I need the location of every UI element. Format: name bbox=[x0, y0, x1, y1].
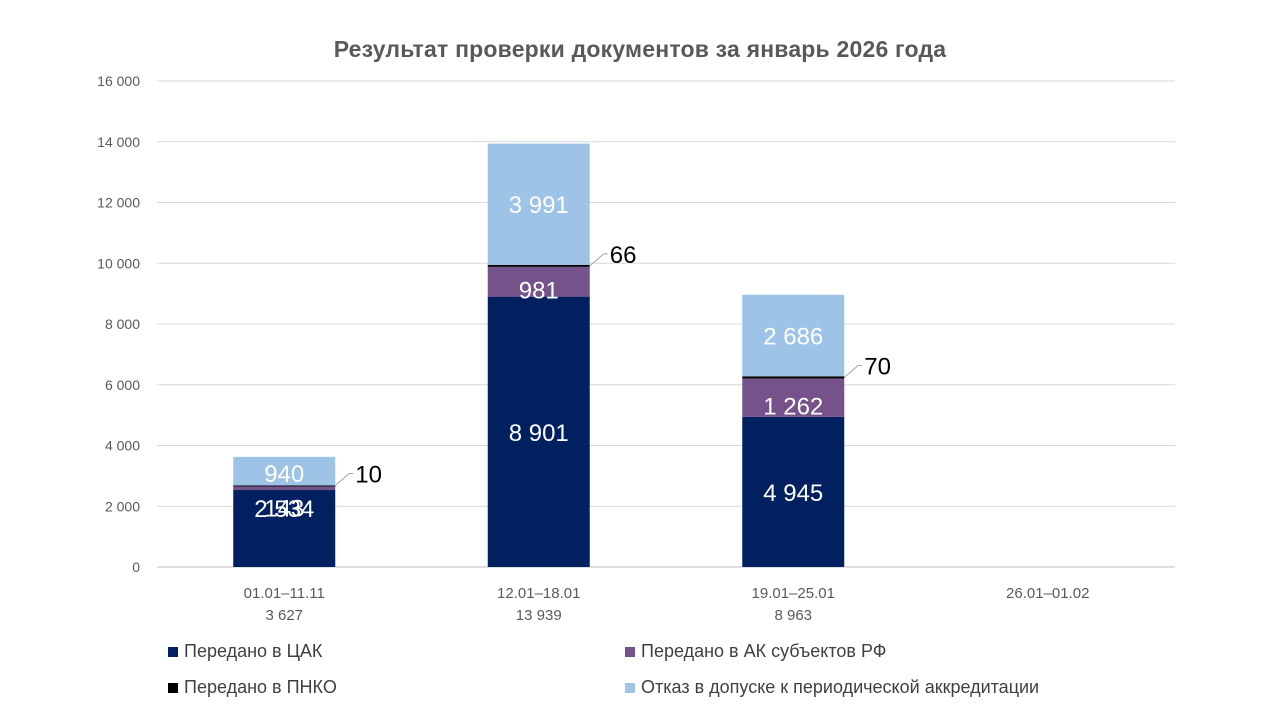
legend-swatch bbox=[168, 646, 178, 657]
legend-item: Отказ в допуске к периодической аккредит… bbox=[625, 677, 1039, 698]
data-label: 70 bbox=[864, 353, 891, 380]
y-tick-label: 8 000 bbox=[105, 316, 140, 332]
y-tick-label: 4 000 bbox=[105, 438, 140, 454]
legend-item: Передано в ПНКО bbox=[168, 677, 337, 698]
data-label: 2 686 bbox=[763, 324, 823, 351]
legend-label: Передано в ЦАК bbox=[184, 641, 323, 661]
x-tick-label: 26.01–01.02 bbox=[1006, 585, 1089, 602]
data-label: 8 901 bbox=[509, 420, 569, 447]
data-label: 143 bbox=[264, 496, 304, 523]
legend-swatch bbox=[625, 682, 635, 693]
x-tick-total: 3 627 bbox=[265, 607, 303, 624]
bar-segment bbox=[487, 264, 590, 267]
y-tick-label: 2 000 bbox=[105, 498, 140, 514]
x-tick-label: 19.01–25.01 bbox=[752, 585, 835, 602]
legend-swatch bbox=[625, 646, 635, 657]
data-label: 4 945 bbox=[763, 480, 823, 507]
data-label: 66 bbox=[610, 242, 637, 269]
legend-item: Передано в ЦАК bbox=[168, 641, 322, 662]
legend-swatch bbox=[168, 682, 178, 693]
bar-segment bbox=[742, 294, 845, 377]
data-label: 3 991 bbox=[509, 192, 569, 219]
bar-segment bbox=[742, 378, 845, 417]
x-tick-label: 12.01–18.01 bbox=[497, 585, 580, 602]
chart-title: Результат проверки документов за январь … bbox=[333, 36, 947, 62]
y-tick-label: 12 000 bbox=[97, 195, 140, 211]
x-tick-total: 8 963 bbox=[774, 607, 812, 624]
x-tick-total: 13 939 bbox=[516, 607, 562, 624]
data-label: 940 bbox=[264, 461, 304, 488]
data-label: 981 bbox=[519, 278, 559, 305]
x-tick-label: 01.01–11.11 bbox=[244, 585, 325, 602]
data-label: 10 bbox=[355, 462, 382, 489]
bar-segment bbox=[233, 485, 336, 491]
label-leader-line bbox=[589, 253, 608, 267]
legend-item: Передано в АК субъектов РФ bbox=[625, 641, 886, 662]
bar-segment bbox=[742, 416, 845, 567]
data-label: 1 262 bbox=[763, 394, 823, 421]
y-tick-label: 16 000 bbox=[97, 73, 140, 89]
bar-segment bbox=[233, 485, 336, 487]
y-tick-label: 14 000 bbox=[97, 134, 140, 150]
bar-segment bbox=[487, 143, 590, 265]
label-leader-line bbox=[334, 473, 354, 486]
legend-label: Передано в ПНКО bbox=[184, 677, 337, 697]
legend-label: Передано в АК субъектов РФ bbox=[641, 641, 887, 661]
bar-segment bbox=[233, 456, 336, 486]
y-tick-label: 6 000 bbox=[105, 377, 140, 393]
y-tick-label: 0 bbox=[132, 559, 140, 575]
bar-segment bbox=[487, 296, 590, 567]
legend-label: Отказ в допуске к периодической аккредит… bbox=[641, 677, 1040, 697]
bar-segment bbox=[233, 490, 336, 567]
data-label: 2 534 bbox=[254, 496, 314, 523]
bar-segment bbox=[742, 376, 845, 379]
label-leader-line bbox=[843, 364, 863, 378]
bar-segment bbox=[487, 266, 590, 297]
y-tick-label: 10 000 bbox=[97, 255, 140, 271]
